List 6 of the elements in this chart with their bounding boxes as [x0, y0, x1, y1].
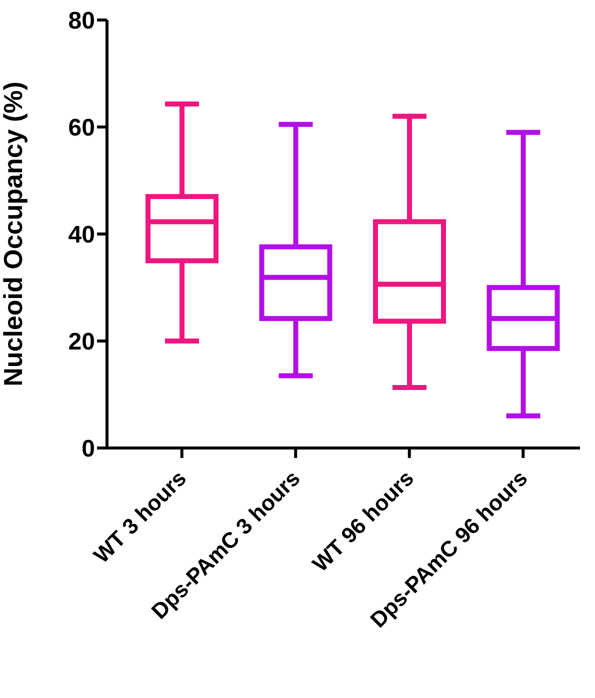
y-tick-label: 0: [82, 436, 95, 463]
y-tick-label: 40: [68, 222, 95, 249]
y-tick-label: 60: [68, 114, 95, 142]
y-tick-label: 20: [68, 328, 95, 356]
y-axis-title: Nucleoid Occupancy (%): [0, 82, 28, 386]
y-tick-label: 80: [68, 8, 95, 35]
